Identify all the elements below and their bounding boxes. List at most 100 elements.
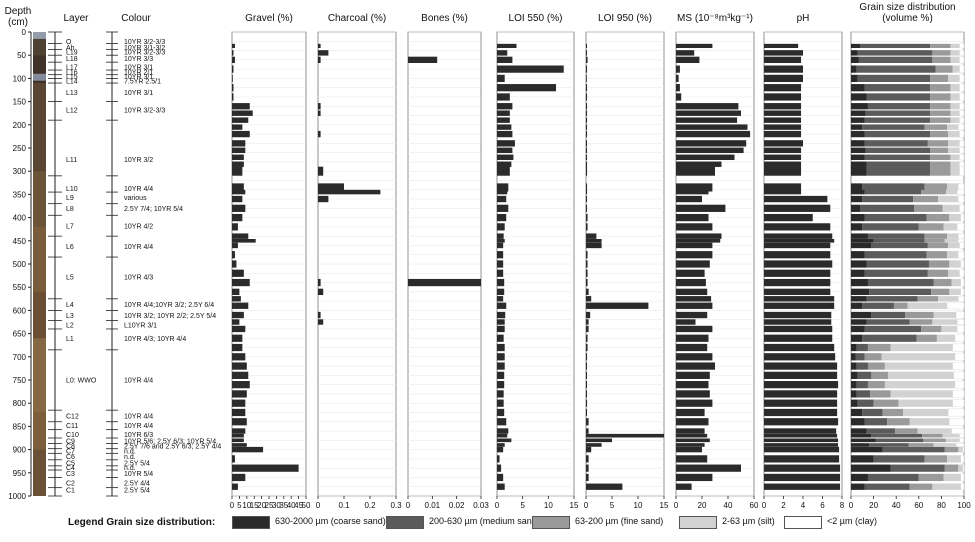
panel-6-bar <box>764 353 836 361</box>
panel-7-segment <box>851 278 868 287</box>
panel-6-bar <box>764 124 802 130</box>
panel-5-bar <box>676 473 713 482</box>
panel-7-segment <box>871 311 906 319</box>
panel-6-bar <box>764 418 839 426</box>
panel-7-segment <box>851 93 867 101</box>
layer-label: L2 <box>66 323 74 330</box>
panel-4-xtick-label: 0 <box>584 501 589 510</box>
panel-5-bar <box>676 74 679 83</box>
depth-tick-label: 900 <box>13 446 27 455</box>
panel-6-bar <box>764 93 802 101</box>
panel-2-xtick-label: 0.01 <box>425 501 441 510</box>
panel-6-bar <box>764 130 802 138</box>
panel-7-segment <box>950 56 960 64</box>
panel-7-segment <box>927 269 949 277</box>
panel-7-segment <box>959 242 965 249</box>
panel-7-segment <box>950 161 960 167</box>
panel-6-bar <box>764 428 837 434</box>
panel-0-xtick-label: 20 <box>257 501 266 510</box>
panel-0-bar <box>232 117 249 123</box>
panel-7-segment <box>851 117 865 123</box>
layer-label: L7 <box>66 223 74 230</box>
panel-3-bar <box>497 325 505 333</box>
panel-0-bar <box>232 147 246 154</box>
panel-0-xtick-label: 40 <box>287 501 296 510</box>
panel-7-segment <box>948 147 960 154</box>
panel-0-bar <box>232 269 244 277</box>
panel-1-bar <box>318 311 321 319</box>
panel-7-xtick-label: 40 <box>892 501 901 510</box>
layer-label: C8 <box>66 443 75 450</box>
panel-5-bar <box>676 319 696 325</box>
layer-label: C7 <box>66 448 75 455</box>
panel-7-segment <box>873 399 899 407</box>
panel-6-bar <box>764 238 835 243</box>
panel-7-segment <box>931 288 950 296</box>
panel-4-bar <box>586 56 588 64</box>
panel-7-segment <box>955 311 965 319</box>
panel-0-bar <box>232 251 235 259</box>
panel-6-bar <box>764 74 803 83</box>
colour-label: 10YR 3/2-3/3 <box>124 49 165 56</box>
panel-7-segment <box>890 343 953 352</box>
panel-7-segment <box>862 302 894 309</box>
panel-0-bar <box>232 483 238 490</box>
panel-7-segment <box>851 428 867 434</box>
depth-tick-label: 700 <box>13 353 27 362</box>
panel-6-xtick-label: 0 <box>762 501 767 510</box>
core-photo-band <box>33 226 46 292</box>
panel-7-segment <box>918 223 944 231</box>
panel-5-bar <box>676 362 715 370</box>
panel-4-bar <box>586 319 589 325</box>
panel-5-bar <box>676 381 709 389</box>
panel-5-bar <box>676 483 692 490</box>
panel-0-bar <box>232 319 240 325</box>
panel-5-xtick-label: 60 <box>750 501 759 510</box>
panel-7-segment <box>867 362 885 370</box>
panel-0-bar <box>232 455 235 463</box>
panel-0-bar <box>232 343 243 352</box>
layer-header: Layer <box>63 13 89 24</box>
panel-3-bar <box>497 140 515 147</box>
panel-7-segment <box>908 443 934 447</box>
panel-7-segment <box>959 130 965 138</box>
panel-7-segment <box>936 334 955 342</box>
panel-6-bar <box>764 161 802 167</box>
panel-7-segment <box>930 110 951 116</box>
panel-7-segment <box>860 204 915 212</box>
panel-7-segment <box>932 50 951 56</box>
panel-7-segment <box>851 238 874 243</box>
panel-7-segment <box>958 250 965 259</box>
panel-3-bar <box>497 428 509 434</box>
panel-7-segment <box>959 74 965 83</box>
layer-label: L4 <box>66 302 74 309</box>
panel-3-bar <box>497 50 508 56</box>
panel-4-bar <box>586 242 602 249</box>
panel-6-bar <box>764 302 835 309</box>
panel-7-segment <box>950 154 960 160</box>
panel-7-segment <box>858 56 933 64</box>
panel-0-bar <box>232 325 246 333</box>
panel-1-bar <box>318 278 321 287</box>
panel-7-segment <box>866 260 929 268</box>
panel-7-segment <box>866 166 931 176</box>
panel-7-segment <box>954 353 965 361</box>
panel-5-bar <box>676 161 722 167</box>
panel-6-bar <box>764 311 832 319</box>
panel-4-bar <box>586 296 592 302</box>
panel-4-xtick-label: 15 <box>660 501 669 510</box>
panel-2-title: Bones (%) <box>421 13 468 24</box>
panel-5-bar <box>676 110 741 116</box>
panel-7-segment <box>866 428 896 434</box>
panel-6-bar <box>764 213 813 222</box>
panel-0-xtick-label: 50 <box>302 501 311 510</box>
panel-7-segment <box>856 343 868 352</box>
panel-3-bar <box>497 269 504 277</box>
panel-4-bar <box>586 408 588 417</box>
panel-5-xtick-label: 0 <box>674 501 679 510</box>
panel-7-segment <box>948 130 960 138</box>
panel-3-xtick-label: 15 <box>570 501 579 510</box>
panel-5-bar <box>676 455 708 463</box>
panel-6-bar <box>764 408 838 417</box>
panel-7-segment <box>869 443 909 447</box>
